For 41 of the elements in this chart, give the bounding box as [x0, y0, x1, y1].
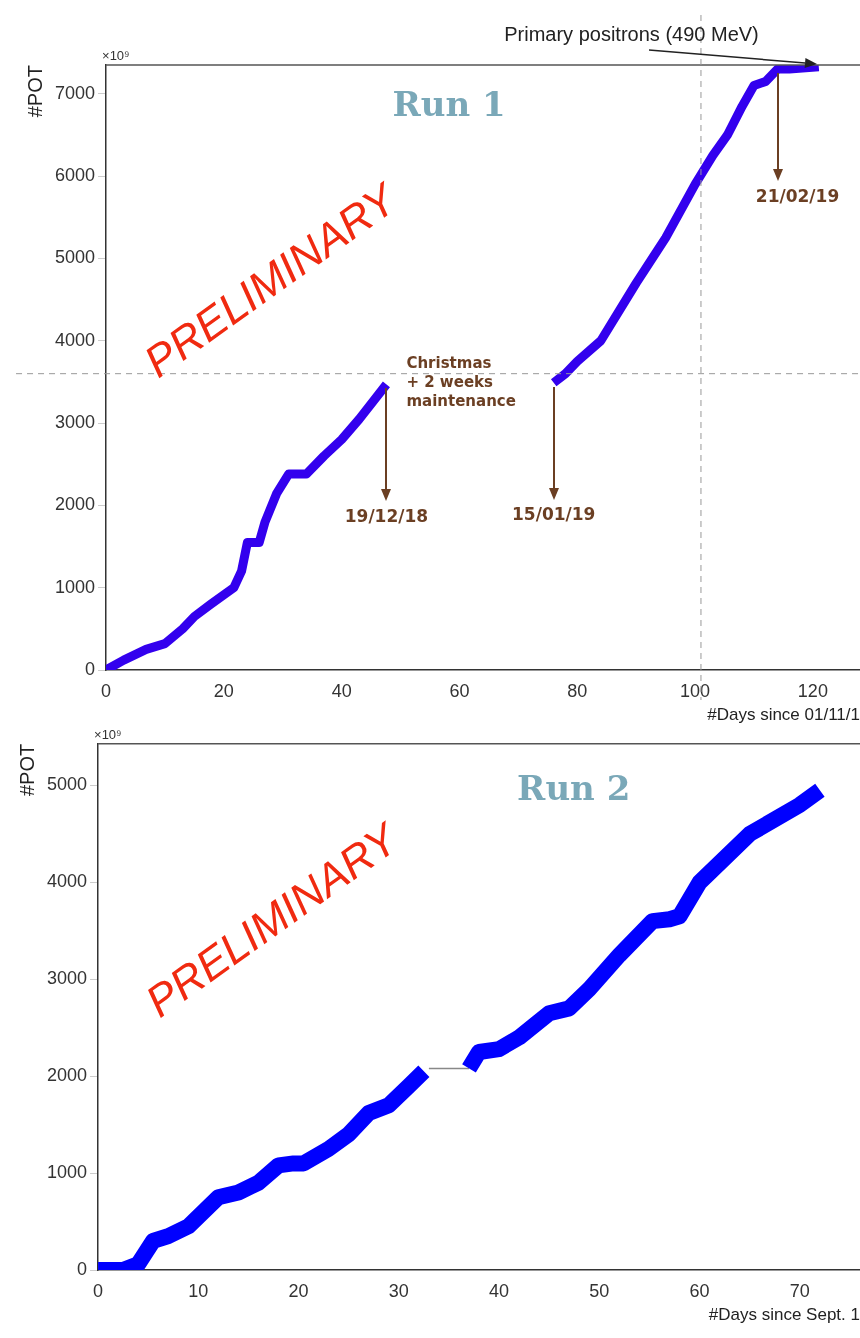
y-tick-label: 3000 — [55, 412, 96, 433]
x-tick-label: 120 — [797, 680, 828, 701]
x-axis-title: #Days since Sept. 1 — [708, 1305, 860, 1325]
x-tick-label: 20 — [288, 1280, 309, 1301]
text: ×10⁹ — [94, 726, 122, 742]
y-axis-title: #POT — [23, 65, 46, 118]
annotation: 19/12/18 — [344, 505, 429, 526]
x-tick-label: 100 — [680, 680, 711, 701]
y-tick-label: 5000 — [47, 774, 88, 795]
text: ×10⁹ — [102, 48, 130, 64]
y-tick-label: 6000 — [55, 165, 96, 186]
x-tick-label: 60 — [449, 680, 470, 701]
y-tick-label: 1000 — [47, 1162, 88, 1183]
annotation: Christmas + 2 weeks maintenance — [406, 354, 516, 411]
annotation: Run 2 — [517, 767, 631, 808]
y-tick-label: 2000 — [55, 494, 96, 515]
y-tick-label: 4000 — [55, 329, 96, 350]
x-tick-label: 80 — [567, 680, 588, 701]
y-tick-label: 4000 — [47, 871, 88, 892]
annotation: Run 1 — [392, 84, 506, 125]
annotation: 21/02/19 — [755, 185, 840, 206]
y-tick-label: 0 — [77, 1258, 88, 1279]
text: Primary positrons (490 MeV) — [504, 23, 759, 46]
x-tick-label: 40 — [489, 1280, 510, 1301]
y-tick-label: 0 — [85, 658, 96, 679]
x-axis-title: #Days since 01/11/1 — [707, 705, 860, 725]
y-tick-label: 5000 — [55, 247, 96, 268]
x-tick-label: 0 — [101, 680, 112, 701]
x-tick-label: 40 — [331, 680, 352, 701]
annotation: 15/01/19 — [512, 504, 596, 525]
y-axis-title: #POT — [15, 743, 38, 797]
x-tick-label: 30 — [388, 1280, 409, 1301]
y-tick-label: 1000 — [55, 576, 96, 597]
x-tick-label: 50 — [589, 1280, 610, 1301]
x-tick-label: 20 — [213, 680, 234, 701]
x-tick-label: 60 — [689, 1280, 710, 1301]
x-tick-label: 10 — [188, 1280, 209, 1301]
x-tick-label: 70 — [789, 1280, 810, 1301]
y-tick-label: 2000 — [47, 1065, 88, 1086]
y-tick-label: 3000 — [47, 968, 88, 989]
y-tick-label: 7000 — [55, 82, 96, 103]
